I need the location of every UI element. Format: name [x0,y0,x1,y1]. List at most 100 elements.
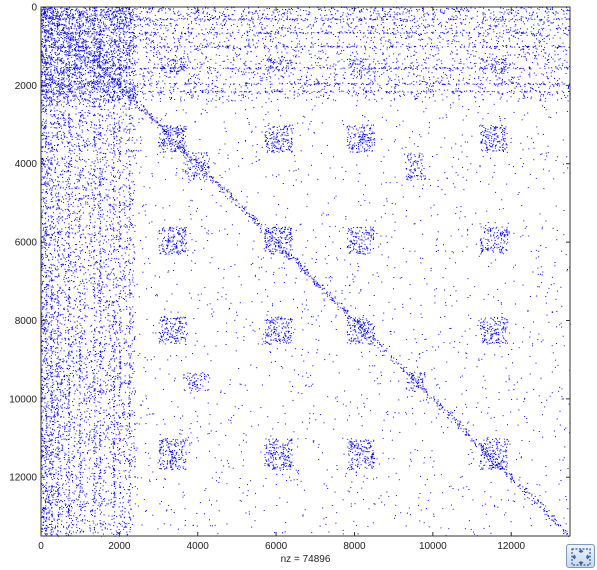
nonzero-marker [286,445,288,447]
nonzero-marker [488,459,490,460]
nonzero-marker [289,145,291,147]
nonzero-marker [357,129,359,131]
nonzero-marker [171,444,173,446]
nonzero-marker [357,232,359,234]
nonzero-marker [440,81,442,83]
nonzero-marker [358,328,359,330]
nonzero-marker [183,65,185,67]
nonzero-marker [543,21,545,23]
nonzero-marker [175,452,177,454]
nonzero-marker [277,129,279,131]
nonzero-marker [111,59,113,61]
nonzero-marker [174,338,176,340]
nonzero-marker [338,88,340,90]
nonzero-marker [456,41,458,43]
nonzero-marker [109,61,111,62]
nonzero-marker [178,39,180,41]
nonzero-marker [193,383,195,385]
nonzero-marker [115,51,117,53]
nonzero-marker [195,380,197,382]
nonzero-marker [187,172,189,174]
nonzero-marker [407,382,408,383]
nonzero-marker [364,460,366,462]
nonzero-marker [276,340,278,342]
nonzero-marker [502,455,504,457]
nonzero-marker [285,465,287,467]
nonzero-marker [159,332,161,334]
nonzero-marker [167,241,169,243]
nonzero-marker [502,68,504,70]
nonzero-marker [359,252,361,254]
nonzero-marker [543,22,545,24]
nonzero-marker [501,233,503,235]
nonzero-marker [170,443,172,445]
nonzero-marker [164,125,166,127]
nonzero-marker [170,93,172,95]
nonzero-marker [419,39,421,41]
nonzero-marker [164,145,166,147]
nonzero-marker [185,234,187,236]
nonzero-marker [103,57,104,59]
nonzero-marker [66,86,68,88]
nonzero-marker [393,28,395,30]
nonzero-marker [430,49,432,51]
nonzero-marker [350,340,352,342]
nonzero-marker [121,69,123,71]
nonzero-marker [355,251,357,253]
nonzero-marker [421,162,423,164]
nonzero-marker [481,251,483,252]
nonzero-marker [215,100,217,102]
nonzero-marker [103,59,105,61]
nonzero-marker [182,337,184,338]
nonzero-marker [347,317,349,319]
nonzero-marker [185,468,187,470]
nonzero-marker [177,331,179,333]
nonzero-marker [482,445,484,447]
nonzero-marker [285,242,287,244]
nonzero-marker [303,10,305,11]
nonzero-marker [269,86,271,88]
nonzero-marker [504,21,506,23]
nonzero-marker [423,58,424,60]
nonzero-marker [76,89,78,91]
nonzero-marker [159,151,161,153]
nonzero-marker [412,389,414,391]
nonzero-marker [502,458,504,460]
nonzero-marker [98,46,100,48]
nonzero-marker [366,140,368,141]
nonzero-marker [288,339,290,340]
nonzero-marker [481,333,482,335]
nonzero-marker [371,234,373,236]
nonzero-marker [160,57,162,59]
nonzero-marker [369,127,371,129]
nonzero-marker [118,50,120,52]
nonzero-marker [206,389,208,391]
nonzero-marker [461,22,463,24]
nonzero-marker [486,321,488,323]
nonzero-marker [59,17,60,19]
nonzero-marker [492,125,494,127]
nonzero-marker [424,178,425,180]
nonzero-marker [373,138,375,140]
nonzero-marker [364,455,366,457]
nonzero-marker [175,341,177,342]
nonzero-marker [207,86,209,88]
nonzero-marker [278,143,280,145]
nonzero-marker [166,144,168,146]
nonzero-marker [123,31,125,33]
nonzero-marker [468,56,470,58]
nonzero-marker [137,15,139,17]
nonzero-marker [77,32,79,34]
nonzero-marker [183,326,185,328]
nonzero-marker [60,13,61,15]
nonzero-marker [387,12,389,14]
nonzero-marker [120,12,122,14]
nonzero-marker [74,24,76,26]
nonzero-marker [99,61,101,63]
nonzero-marker [284,447,286,449]
nonzero-marker [452,64,454,66]
nonzero-marker [501,239,503,241]
nonzero-marker [148,17,150,19]
nonzero-marker [184,443,186,445]
nonzero-marker [504,140,506,142]
